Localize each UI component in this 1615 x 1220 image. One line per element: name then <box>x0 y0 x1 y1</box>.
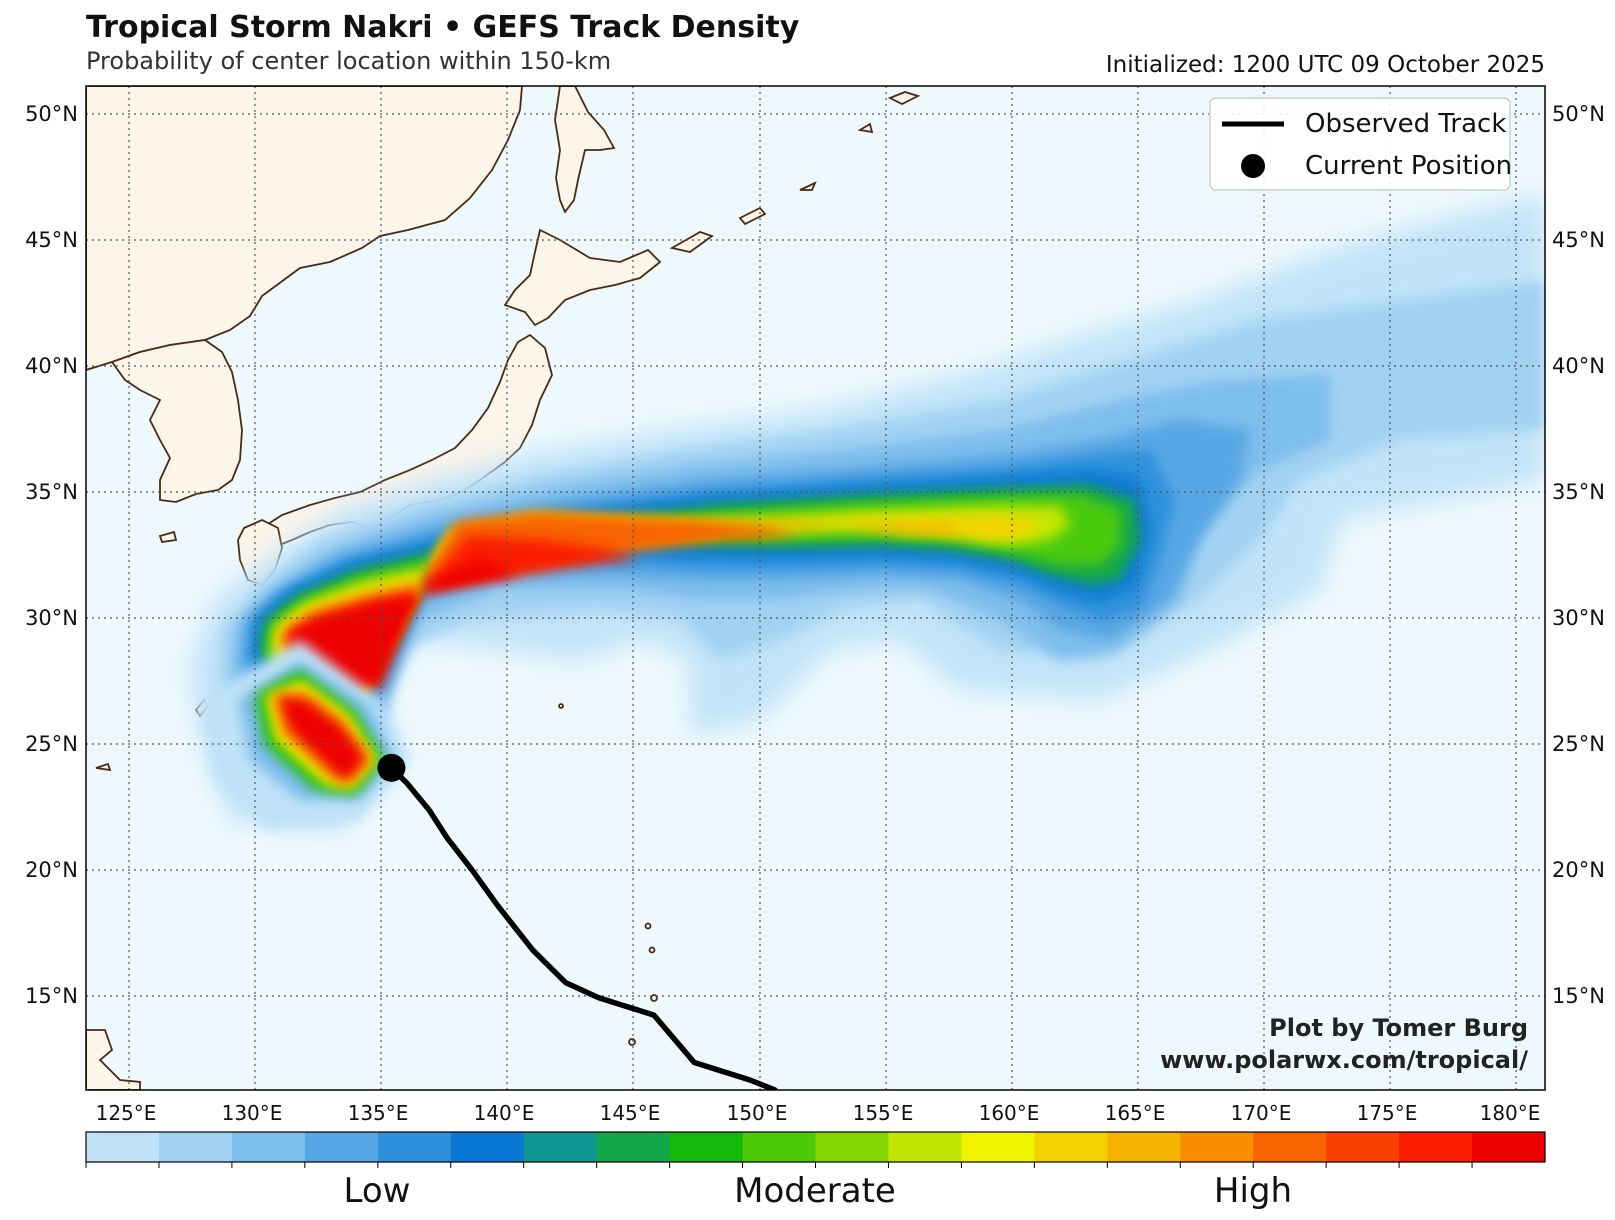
colorbar-label-high: High <box>1214 1171 1292 1211</box>
lon-label: 150°E <box>727 1101 788 1125</box>
colorbar-segment <box>1326 1132 1400 1162</box>
lat-label: 40°N <box>1552 354 1605 378</box>
colorbar <box>85 1132 1546 1168</box>
colorbar-segment <box>1399 1132 1473 1162</box>
lat-label: 40°N <box>25 354 78 378</box>
lat-label: 35°N <box>25 480 78 504</box>
lat-labels-right: 50°N 45°N 40°N 35°N 30°N 25°N 20°N 15°N <box>1552 102 1605 1008</box>
colorbar-label-low: Low <box>344 1171 411 1211</box>
colorbar-frame <box>85 1131 1546 1163</box>
current-position-marker <box>377 753 406 782</box>
lat-label: 45°N <box>25 228 78 252</box>
lon-label: 170°E <box>1231 1101 1292 1125</box>
land-hokkaido <box>503 228 662 327</box>
map-legend: Observed Track Current Position <box>1209 97 1512 191</box>
colorbar-segment <box>1034 1132 1108 1162</box>
land-kuril-islands <box>669 91 921 253</box>
lon-label: 145°E <box>600 1101 661 1125</box>
plot-frame <box>85 85 1546 1091</box>
lat-label: 25°N <box>1552 732 1605 756</box>
lat-label: 20°N <box>1552 858 1605 882</box>
lat-label: 50°N <box>1552 102 1605 126</box>
colorbar-segment <box>1253 1132 1327 1162</box>
map-subtitle: Probability of center location within 15… <box>86 47 612 75</box>
colorbar-segment <box>961 1132 1035 1162</box>
colorbar-segment <box>450 1132 525 1162</box>
track-density-plume <box>190 195 1545 830</box>
colorbar-segment <box>158 1132 233 1162</box>
colorbar-segment <box>1180 1132 1254 1162</box>
colorbar-segment <box>1472 1132 1546 1162</box>
lat-label: 15°N <box>25 984 78 1008</box>
lat-labels-left: 50°N 45°N 40°N 35°N 30°N 25°N 20°N 15°N <box>25 102 78 1008</box>
lat-label: 15°N <box>1552 984 1605 1008</box>
colorbar-segment <box>377 1132 452 1162</box>
lon-label: 125°E <box>96 1101 157 1125</box>
observed-track-legend-label: Observed Track <box>1305 109 1506 139</box>
lat-label: 35°N <box>1552 480 1605 504</box>
colorbar-segment <box>231 1132 306 1162</box>
colorbar-segment <box>304 1132 379 1162</box>
map-title: Tropical Storm Nakri • GEFS Track Densit… <box>86 10 800 45</box>
lat-label: 30°N <box>1552 606 1605 630</box>
colorbar-segment <box>888 1132 962 1162</box>
colorbar-label-moderate: Moderate <box>734 1171 896 1211</box>
observed-track-line <box>388 765 778 1090</box>
current-position-legend-swatch <box>1241 154 1265 178</box>
lon-label: 165°E <box>1105 1101 1166 1125</box>
lon-label: 180°E <box>1480 1101 1541 1125</box>
colorbar-segment <box>523 1132 598 1162</box>
credit-url: www.polarwx.com/tropical/ <box>1160 1046 1528 1074</box>
colorbar-segment <box>596 1132 671 1162</box>
credit-author: Plot by Tomer Burg <box>1269 1014 1528 1042</box>
colorbar-segment <box>1107 1132 1181 1162</box>
initialization-time: Initialized: 1200 UTC 09 October 2025 <box>1105 52 1545 78</box>
lat-label: 45°N <box>1552 228 1605 252</box>
lon-label: 155°E <box>853 1101 914 1125</box>
colorbar-segment <box>86 1132 160 1162</box>
lon-label: 130°E <box>222 1101 283 1125</box>
lon-label: 175°E <box>1357 1101 1418 1125</box>
lon-labels: 125°E 130°E 135°E 140°E 145°E 150°E 155°… <box>96 1101 1541 1125</box>
lon-label: 135°E <box>348 1101 409 1125</box>
lat-label: 30°N <box>25 606 78 630</box>
colorbar-segment <box>815 1132 889 1162</box>
lat-label: 25°N <box>25 732 78 756</box>
lon-label: 160°E <box>979 1101 1040 1125</box>
colorbar-segment <box>669 1132 744 1162</box>
land-sakhalin <box>554 86 616 214</box>
lon-label: 140°E <box>474 1101 535 1125</box>
lat-label: 50°N <box>25 102 78 126</box>
current-position-legend-label: Current Position <box>1305 151 1512 181</box>
colorbar-segment <box>742 1132 816 1162</box>
lat-label: 20°N <box>25 858 78 882</box>
